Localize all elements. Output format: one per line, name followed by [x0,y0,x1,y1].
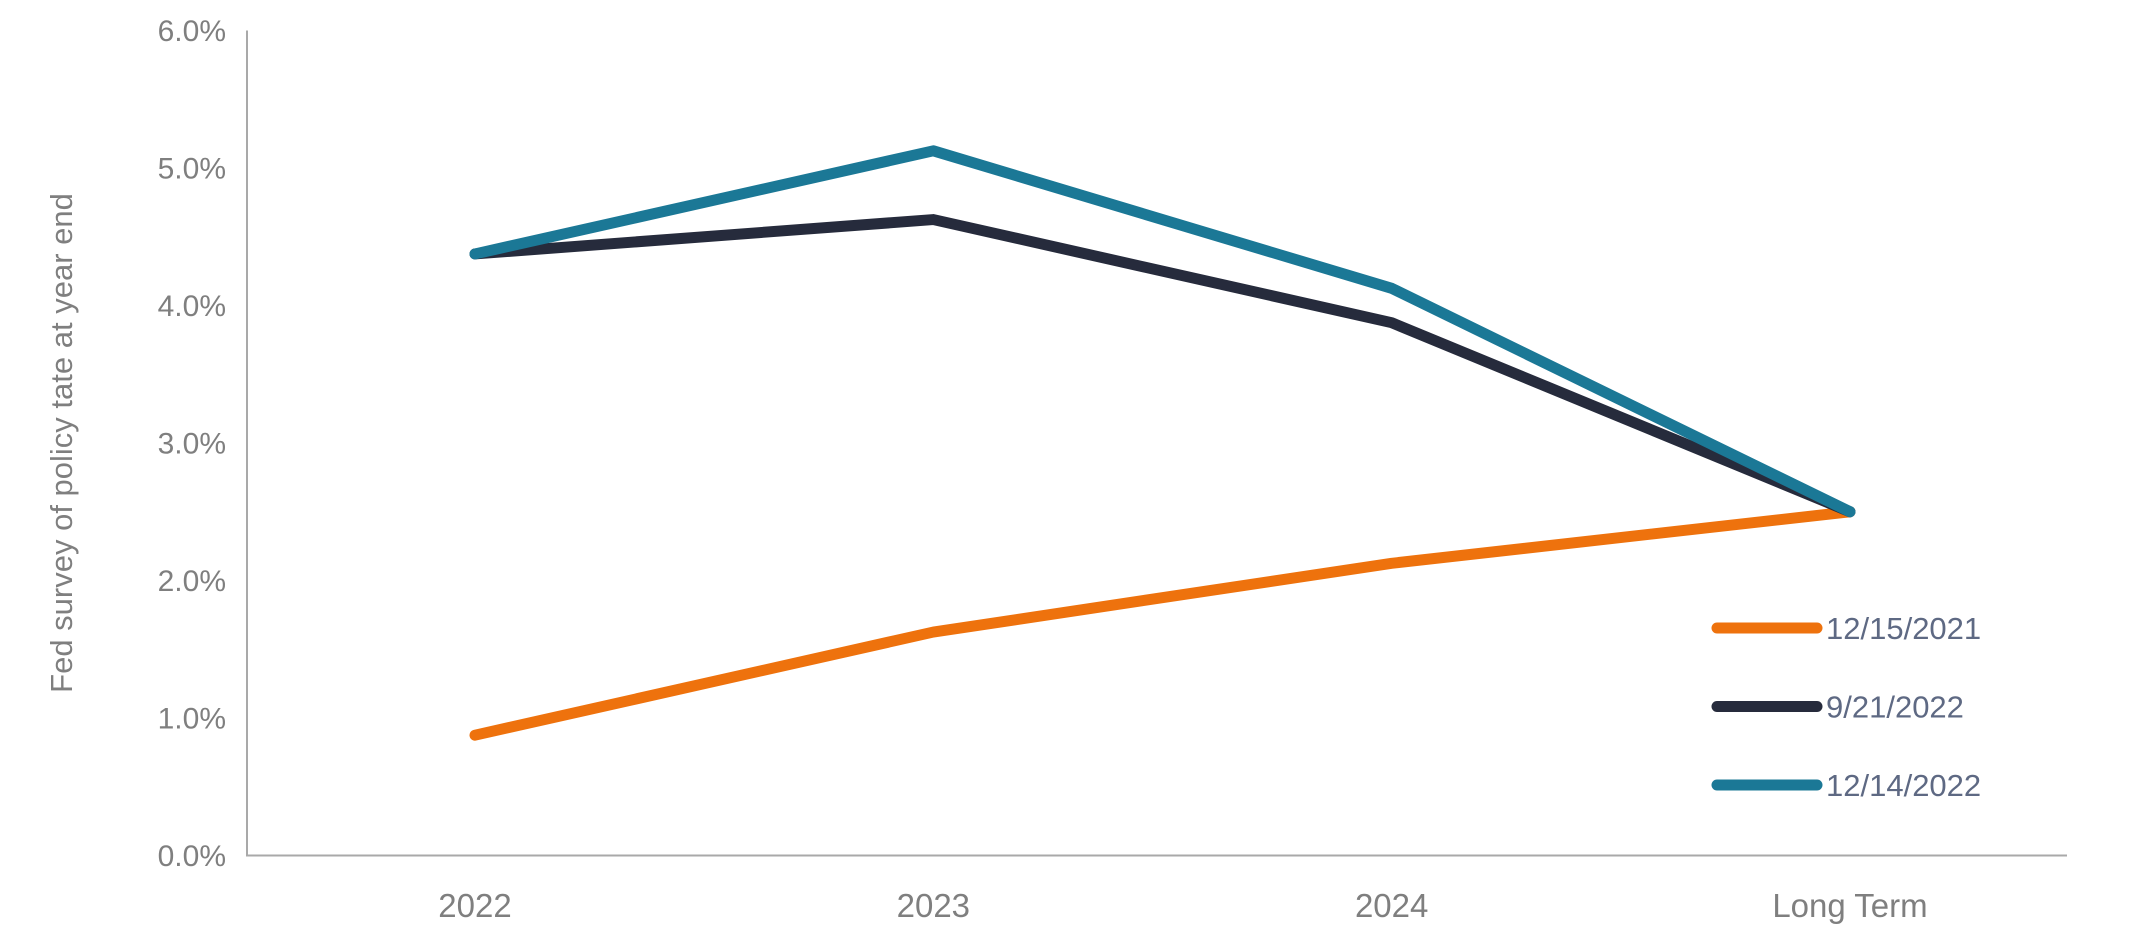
legend-label: 9/21/2022 [1826,689,1964,724]
x-tick-label: Long Term [1772,887,1927,924]
legend-item: 9/21/2022 [1711,689,1964,724]
y-tick-label: 3.0% [158,428,226,461]
x-tick-label: 2023 [897,887,970,924]
y-tick-label: 1.0% [158,703,226,736]
series-line-0 [469,506,1856,741]
legend-item: 12/14/2022 [1711,768,1981,803]
x-tick-label: 2022 [438,887,511,924]
y-tick-label: 0.0% [158,840,226,873]
y-tick-label: 4.0% [158,290,226,323]
series-line-2 [469,145,1856,518]
plot-area: 0.0% 1.0% 2.0% 3.0% 4.0% 5.0% 6.0% 2022 2023 2024… [158,15,2067,924]
legend-label: 12/14/2022 [1826,768,1981,803]
legend-item: 12/15/2021 [1711,611,1981,646]
legend: 12/15/2021 9/21/2022 12/14/2022 [1711,611,1981,803]
y-tick-label: 6.0% [158,15,226,48]
y-axis-title: Fed survey of policy tate at year end [44,193,79,693]
y-tick-label: 5.0% [158,153,226,186]
series-line-1 [469,214,1856,518]
legend-label: 12/15/2021 [1826,611,1981,646]
x-tick-label: 2024 [1355,887,1428,924]
y-tick-label: 2.0% [158,565,226,598]
